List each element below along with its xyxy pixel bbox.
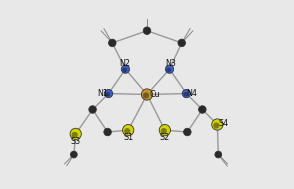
Ellipse shape	[143, 27, 151, 34]
Text: S2: S2	[160, 133, 170, 142]
Ellipse shape	[104, 128, 111, 136]
Text: N4: N4	[187, 89, 198, 98]
Text: S1: S1	[123, 133, 133, 142]
Ellipse shape	[104, 89, 113, 98]
Ellipse shape	[161, 128, 167, 134]
Text: N1: N1	[98, 89, 108, 98]
Ellipse shape	[122, 68, 127, 72]
Ellipse shape	[71, 151, 77, 158]
Ellipse shape	[198, 106, 206, 113]
Ellipse shape	[124, 128, 130, 134]
Ellipse shape	[166, 65, 174, 73]
Text: N3: N3	[165, 59, 176, 68]
Text: Cu: Cu	[150, 90, 160, 99]
Ellipse shape	[143, 92, 149, 99]
Ellipse shape	[183, 92, 188, 97]
Ellipse shape	[215, 151, 222, 158]
Text: N2: N2	[119, 59, 130, 68]
Ellipse shape	[89, 106, 96, 113]
Ellipse shape	[141, 89, 153, 100]
Ellipse shape	[108, 39, 116, 47]
Ellipse shape	[72, 132, 78, 138]
Ellipse shape	[178, 39, 186, 47]
Ellipse shape	[212, 119, 223, 130]
Ellipse shape	[159, 125, 171, 136]
Ellipse shape	[183, 128, 191, 136]
Ellipse shape	[106, 92, 110, 97]
Ellipse shape	[182, 89, 191, 98]
Ellipse shape	[123, 125, 134, 136]
Ellipse shape	[213, 122, 219, 129]
Ellipse shape	[70, 128, 81, 139]
Ellipse shape	[121, 65, 130, 73]
Ellipse shape	[166, 68, 171, 72]
Text: S3: S3	[71, 136, 81, 146]
Text: S4: S4	[219, 119, 229, 128]
